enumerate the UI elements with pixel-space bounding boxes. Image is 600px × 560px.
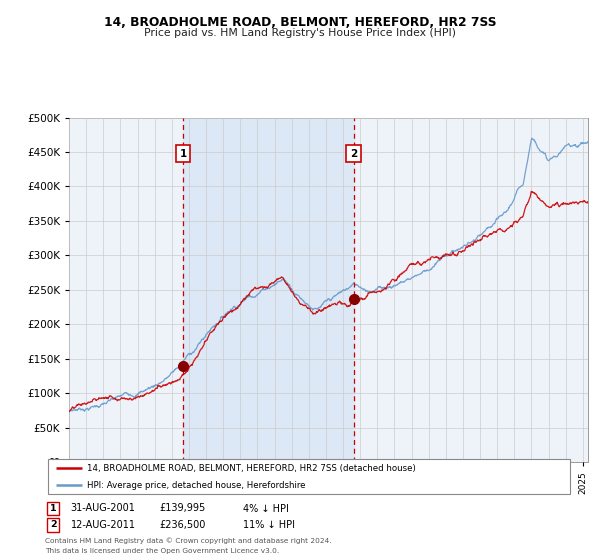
Text: 2: 2: [350, 149, 357, 159]
Text: HPI: Average price, detached house, Herefordshire: HPI: Average price, detached house, Here…: [87, 480, 305, 490]
Text: 11% ↓ HPI: 11% ↓ HPI: [243, 520, 295, 530]
Text: 12-AUG-2011: 12-AUG-2011: [71, 520, 136, 530]
Text: 1: 1: [179, 149, 187, 159]
Text: 2: 2: [50, 520, 56, 529]
Text: 31-AUG-2001: 31-AUG-2001: [71, 503, 136, 514]
Text: This data is licensed under the Open Government Licence v3.0.: This data is licensed under the Open Gov…: [45, 548, 279, 554]
Bar: [183, 118, 353, 462]
Text: 14, BROADHOLME ROAD, BELMONT, HEREFORD, HR2 7SS: 14, BROADHOLME ROAD, BELMONT, HEREFORD, …: [104, 16, 496, 29]
Text: 1: 1: [50, 504, 56, 513]
Text: 14, BROADHOLME ROAD, BELMONT, HEREFORD, HR2 7SS (detached house): 14, BROADHOLME ROAD, BELMONT, HEREFORD, …: [87, 464, 416, 473]
Text: Contains HM Land Registry data © Crown copyright and database right 2024.: Contains HM Land Registry data © Crown c…: [45, 538, 332, 544]
Text: 4% ↓ HPI: 4% ↓ HPI: [243, 503, 289, 514]
Text: Price paid vs. HM Land Registry's House Price Index (HPI): Price paid vs. HM Land Registry's House …: [144, 28, 456, 38]
FancyBboxPatch shape: [48, 459, 570, 494]
Text: £236,500: £236,500: [159, 520, 205, 530]
Text: £139,995: £139,995: [159, 503, 205, 514]
